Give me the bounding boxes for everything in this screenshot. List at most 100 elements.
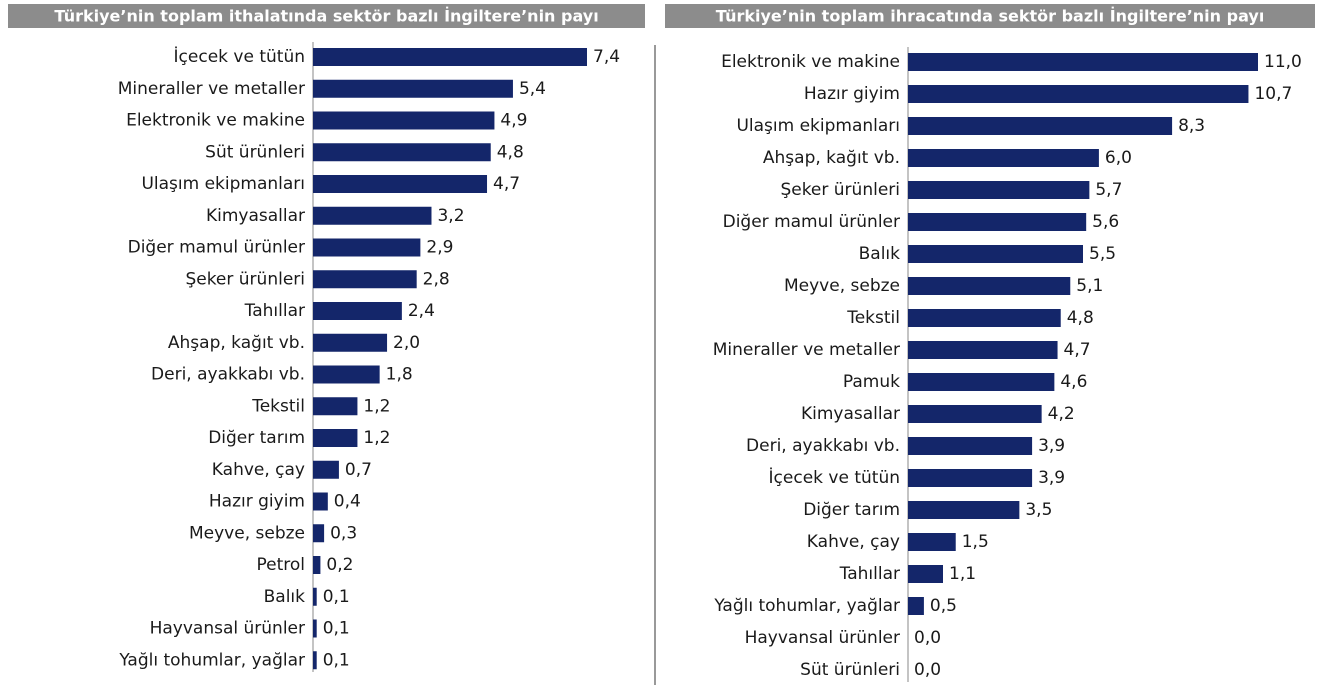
value-label: 0,3 — [330, 523, 357, 543]
title-background — [8, 4, 645, 28]
category-label: Diğer mamul ürünler — [128, 238, 305, 258]
bar — [908, 309, 1061, 327]
bar — [313, 651, 317, 670]
category-label: Deri, ayakkabı vb. — [746, 436, 900, 456]
bar — [908, 85, 1249, 103]
category-label: Diğer mamul ürünler — [723, 212, 900, 232]
value-label: 1,5 — [962, 532, 989, 552]
value-label: 5,6 — [1092, 212, 1119, 232]
category-label: Kimyasallar — [206, 206, 305, 226]
value-label: 5,1 — [1076, 276, 1103, 296]
category-label: İçecek ve tütün — [769, 467, 900, 488]
value-label: 3,5 — [1025, 500, 1052, 520]
category-label: Hayvansal ürünler — [745, 628, 900, 648]
category-label: Kahve, çay — [212, 460, 305, 480]
category-label: Ulaşım ekipmanları — [736, 116, 900, 136]
category-label: İçecek ve tütün — [174, 46, 305, 67]
category-label: Pamuk — [843, 372, 900, 392]
category-label: Hazır giyim — [209, 492, 305, 512]
category-label: Kimyasallar — [801, 404, 900, 424]
value-label: 2,4 — [408, 301, 435, 321]
value-label: 2,8 — [423, 269, 450, 289]
bar — [908, 437, 1033, 455]
bar — [908, 373, 1055, 391]
category-label: Elektronik ve makine — [721, 52, 900, 72]
bar — [313, 460, 339, 479]
value-label: 5,5 — [1089, 244, 1116, 264]
bar — [908, 53, 1258, 71]
category-label: Ulaşım ekipmanları — [141, 174, 305, 194]
category-label: Tahıllar — [839, 564, 900, 584]
bar — [908, 149, 1099, 167]
value-label: 3,9 — [1038, 468, 1065, 488]
value-label: 0,0 — [914, 628, 941, 648]
bar — [313, 79, 513, 98]
value-label: 2,0 — [393, 333, 420, 353]
bar — [313, 175, 488, 193]
bar — [313, 270, 417, 289]
category-label: Diğer tarım — [208, 428, 305, 448]
title-background — [665, 4, 1315, 28]
bar — [313, 143, 491, 162]
category-label: Süt ürünleri — [205, 142, 305, 162]
chart-title: Türkiye’nin toplam ithalatında sektör ba… — [54, 7, 598, 26]
bar — [313, 524, 325, 543]
bar — [313, 492, 328, 511]
category-label: Mineraller ve metaller — [118, 79, 305, 99]
category-label: Ahşap, kağıt vb. — [168, 333, 305, 353]
value-label: 4,7 — [493, 174, 520, 194]
value-label: 11,0 — [1264, 52, 1302, 72]
bar — [313, 111, 495, 130]
category-label: Petrol — [256, 555, 305, 575]
category-label: Mineraller ve metaller — [713, 340, 900, 360]
value-label: 4,6 — [1060, 372, 1087, 392]
value-label: 4,2 — [1048, 404, 1075, 424]
value-label: 1,2 — [363, 428, 390, 448]
bar — [908, 405, 1042, 423]
bar — [908, 469, 1033, 487]
value-label: 5,4 — [519, 79, 546, 99]
bar — [908, 245, 1083, 263]
bar — [313, 206, 432, 225]
category-label: Hayvansal ürünler — [150, 619, 305, 639]
bar — [313, 302, 402, 320]
value-label: 0,1 — [323, 587, 350, 607]
category-label: Yağlı tohumlar, yağlar — [713, 596, 900, 616]
value-label: 2,9 — [426, 238, 453, 258]
value-label: 0,0 — [914, 660, 941, 680]
value-label: 0,4 — [334, 492, 361, 512]
value-label: 4,9 — [500, 111, 527, 131]
category-label: Balık — [859, 244, 901, 264]
value-label: 7,4 — [593, 47, 620, 67]
category-label: Meyve, sebze — [784, 276, 900, 296]
bar — [313, 365, 380, 384]
category-label: Tahıllar — [244, 301, 305, 321]
category-label: Süt ürünleri — [800, 660, 900, 680]
value-label: 1,2 — [363, 396, 390, 416]
bar — [908, 533, 956, 551]
value-label: 4,8 — [497, 142, 524, 162]
bar — [313, 619, 317, 638]
value-label: 4,7 — [1064, 340, 1091, 360]
value-label: 0,1 — [323, 650, 350, 670]
bar — [908, 213, 1087, 231]
category-label: Tekstil — [251, 396, 305, 416]
value-label: 10,7 — [1254, 84, 1292, 104]
value-label: 1,1 — [949, 564, 976, 584]
value-label: 6,0 — [1105, 148, 1132, 168]
bar — [313, 429, 358, 447]
category-label: Deri, ayakkabı vb. — [151, 365, 305, 385]
category-label: Kahve, çay — [807, 532, 900, 552]
bar — [908, 181, 1090, 199]
value-label: 4,8 — [1067, 308, 1094, 328]
bar — [908, 117, 1173, 135]
bar — [908, 277, 1071, 295]
category-label: Diğer tarım — [803, 500, 900, 520]
value-label: 3,2 — [437, 206, 464, 226]
value-label: 0,5 — [930, 596, 957, 616]
category-label: Yağlı tohumlar, yağlar — [118, 650, 305, 670]
category-label: Meyve, sebze — [189, 523, 305, 543]
value-label: 0,7 — [345, 460, 372, 480]
category-label: Balık — [264, 587, 306, 607]
